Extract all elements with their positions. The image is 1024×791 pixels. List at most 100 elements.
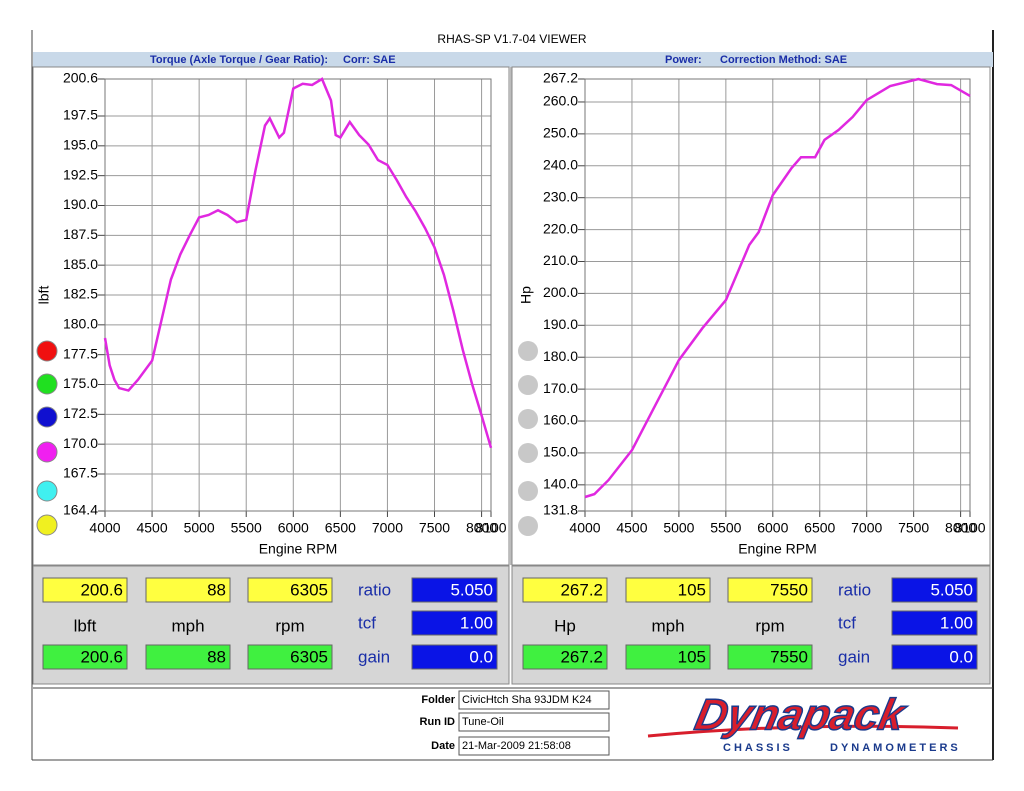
y-tick-label: 260.0: [543, 93, 578, 109]
legend-dot[interactable]: [36, 514, 58, 536]
param-label: gain: [358, 647, 390, 666]
info-value: 21-Mar-2009 21:58:08: [462, 740, 571, 752]
legend-dot[interactable]: [36, 340, 58, 362]
y-tick-label: 150.0: [543, 444, 578, 460]
plot-frame: [584, 78, 971, 512]
info-label: Run ID: [420, 716, 455, 728]
y-tick-label: 190.0: [543, 316, 578, 332]
x-tick-label: 6000: [757, 520, 788, 536]
y-axis-label: lbft: [36, 286, 52, 305]
readout-top-box: [247, 577, 333, 603]
y-tick-label: 185.0: [63, 256, 98, 272]
legend-dot[interactable]: [36, 373, 58, 395]
param-value: 5.050: [930, 580, 973, 599]
y-tick-label: 195.0: [63, 137, 98, 153]
info-label: Folder: [421, 694, 455, 706]
x-tick-label: 4500: [616, 520, 647, 536]
y-tick-label: 180.0: [543, 348, 578, 364]
legend-dot[interactable]: [36, 441, 58, 463]
readout-top-box: [522, 577, 608, 603]
param-label: tcf: [358, 613, 376, 632]
window-title: RHAS-SP V1.7-04 VIEWER: [437, 32, 586, 46]
info-field: [458, 736, 610, 756]
x-tick-label: 5000: [184, 520, 215, 536]
param-label: tcf: [838, 613, 856, 632]
x-tick-label: 7500: [419, 520, 450, 536]
chart-header: Correction Method: SAE: [720, 54, 847, 66]
readout-unit: mph: [171, 616, 204, 635]
readout-bottom-box: [625, 644, 711, 670]
readout-top: 88: [207, 580, 226, 599]
chart-header: Power:: [665, 54, 702, 66]
legend-dot[interactable]: [518, 409, 538, 429]
x-tick-label: 7000: [372, 520, 403, 536]
readout-unit: rpm: [275, 616, 304, 635]
readout-bottom: 200.6: [80, 647, 123, 666]
param-value-box: [411, 577, 498, 603]
y-tick-label: 160.0: [543, 412, 578, 428]
legend-dot[interactable]: [518, 443, 538, 463]
legend-dot[interactable]: [36, 406, 58, 428]
y-tick-label: 210.0: [543, 252, 578, 268]
readout-bottom: 88: [207, 647, 226, 666]
param-value: 0.0: [469, 647, 493, 666]
legend-dot[interactable]: [518, 341, 538, 361]
x-tick-label: 6500: [325, 520, 356, 536]
y-tick-label: 200.6: [63, 70, 98, 86]
logo-swoosh: [647, 724, 959, 738]
logo-name: Dynapack: [691, 691, 911, 739]
y-tick-label: 170.0: [63, 435, 98, 451]
info-label: Date: [431, 740, 455, 752]
legend-dot[interactable]: [36, 480, 58, 502]
legend-dot[interactable]: [518, 516, 538, 536]
y-tick-label: 187.5: [63, 226, 98, 242]
y-tick-label: 182.5: [63, 286, 98, 302]
readout-top-box: [625, 577, 711, 603]
y-tick-label: 170.0: [543, 380, 578, 396]
y-tick-label: 192.5: [63, 166, 98, 182]
x-tick-label: 4000: [569, 520, 600, 536]
readout-bottom: 267.2: [560, 647, 603, 666]
plot-frame: [104, 78, 492, 512]
y-tick-label: 230.0: [543, 188, 578, 204]
readout-bottom-box: [247, 644, 333, 670]
legend-dot[interactable]: [518, 375, 538, 395]
readout-bottom-box: [145, 644, 231, 670]
x-tick-label: 6500: [804, 520, 835, 536]
y-tick-label: 250.0: [543, 125, 578, 141]
readout-top: 7550: [770, 580, 808, 599]
y-tick-label: 180.0: [63, 316, 98, 332]
x-tick-label: 8000: [466, 520, 497, 536]
info-value: CivicHtch Sha 93JDM K24: [462, 694, 592, 706]
x-tick-label: 4000: [89, 520, 120, 536]
readout-unit: mph: [651, 616, 684, 635]
y-tick-label: 200.0: [543, 284, 578, 300]
param-value-box: [891, 610, 978, 636]
readout-top: 200.6: [80, 580, 123, 599]
readout-bottom-box: [727, 644, 813, 670]
left-panel: [32, 66, 510, 566]
readout-bottom-box: [522, 644, 608, 670]
y-tick-label: 175.0: [63, 375, 98, 391]
x-tick-label: 7000: [851, 520, 882, 536]
readout-bottom: 7550: [770, 647, 808, 666]
readout-top-box: [42, 577, 128, 603]
x-tick-label: 5000: [663, 520, 694, 536]
x-axis-label: Engine RPM: [259, 541, 338, 557]
readout-bottom: 6305: [290, 647, 328, 666]
param-label: ratio: [838, 580, 871, 599]
legend-dots-right: [518, 341, 538, 536]
y-tick-label: 177.5: [63, 345, 98, 361]
y-tick-label: 140.0: [543, 476, 578, 492]
info-value: Tune-Oil: [462, 716, 504, 728]
curve: [103, 77, 493, 449]
legend-dot[interactable]: [518, 481, 538, 501]
param-value-box: [891, 644, 978, 670]
y-tick-label: 190.0: [63, 196, 98, 212]
y-tick-label: 240.0: [543, 156, 578, 172]
legend-dots-left: [36, 340, 58, 536]
param-value: 1.00: [940, 613, 973, 632]
y-tick-label: 197.5: [63, 107, 98, 123]
param-label: gain: [838, 647, 870, 666]
